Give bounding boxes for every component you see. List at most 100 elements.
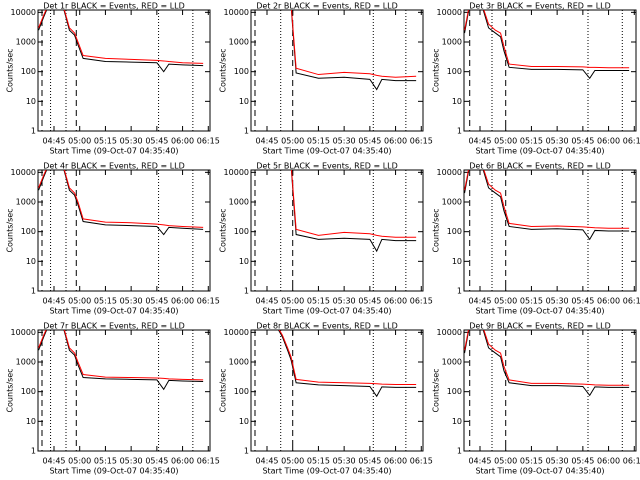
x-tick-label: 05:30	[546, 457, 569, 466]
y-tick-label: 1000	[229, 358, 249, 367]
y-tick-label: 1	[457, 447, 462, 456]
y-tick-label: 10000	[224, 168, 249, 177]
plot-frame	[463, 329, 637, 452]
y-tick-label: 100	[234, 227, 249, 236]
y-axis-label: Counts/sec	[432, 48, 441, 92]
x-tick-label: 05:45	[571, 137, 594, 146]
x-tick-label: 06:00	[384, 457, 407, 466]
plot-frame	[250, 169, 424, 292]
series-line	[38, 330, 204, 391]
x-tick-label: 05:45	[145, 297, 168, 306]
x-tick-label: 06:00	[597, 457, 620, 466]
series-line	[278, 330, 417, 385]
panel: Det 8r BLACK = Events, RED = LLD Start Ti…	[219, 322, 433, 476]
x-tick-label: 05:00	[494, 137, 517, 146]
chart-title: Det 9r BLACK = Events, RED = LLD	[469, 322, 611, 331]
x-tick-label: 06:00	[384, 137, 407, 146]
y-tick-label: 1000	[442, 198, 462, 207]
y-tick-label: 1	[457, 287, 462, 296]
x-tick-label: 05:30	[333, 297, 356, 306]
y-tick-label: 1000	[442, 358, 462, 367]
series-line	[464, 10, 630, 80]
panel: Det 4r BLACK = Events, RED = LLD Start Ti…	[6, 162, 220, 316]
panel: Det 3r BLACK = Events, RED = LLD Start Ti…	[432, 2, 640, 156]
plot-frame	[37, 169, 211, 292]
x-tick-label: 04:45	[255, 137, 278, 146]
y-tick-label: 1	[244, 447, 249, 456]
series-line	[277, 330, 417, 398]
x-tick-label: 05:30	[120, 457, 143, 466]
y-axis-label: Counts/sec	[6, 48, 15, 92]
x-tick-label: 05:45	[145, 457, 168, 466]
x-tick-label: 06:00	[597, 297, 620, 306]
x-tick-label: 05:00	[281, 457, 304, 466]
x-tick-label: 06:15	[623, 297, 640, 306]
x-tick-label: 05:30	[546, 297, 569, 306]
x-tick-label: 06:15	[197, 137, 220, 146]
x-tick-label: 05:15	[520, 297, 543, 306]
x-tick-label: 04:45	[255, 297, 278, 306]
y-tick-label: 1000	[16, 38, 36, 47]
y-tick-label: 10	[26, 257, 36, 266]
x-tick-label: 06:15	[623, 137, 640, 146]
y-tick-label: 10	[452, 97, 462, 106]
x-tick-label: 04:45	[468, 137, 491, 146]
y-tick-label: 1	[31, 447, 36, 456]
x-tick-label: 06:00	[171, 297, 194, 306]
x-tick-label: 04:45	[42, 457, 65, 466]
panel: Det 7r BLACK = Events, RED = LLD Start Ti…	[6, 322, 220, 476]
y-axis-label: Counts/sec	[432, 368, 441, 412]
x-tick-label: 04:45	[468, 457, 491, 466]
x-tick-label: 05:30	[333, 457, 356, 466]
plot-frame	[37, 9, 211, 132]
x-tick-label: 06:15	[410, 137, 433, 146]
y-tick-label: 10	[239, 97, 249, 106]
chart-title: Det 5r BLACK = Events, RED = LLD	[256, 162, 398, 171]
y-tick-label: 1000	[442, 38, 462, 47]
y-axis-label: Counts/sec	[6, 208, 15, 252]
x-axis-label: Start Time (09-Oct-07 04:35:40)	[475, 307, 604, 316]
y-tick-label: 10000	[11, 168, 36, 177]
series-line	[38, 170, 204, 228]
x-tick-label: 05:30	[333, 137, 356, 146]
series-line	[464, 10, 630, 69]
panel: Det 5r BLACK = Events, RED = LLD Start Ti…	[219, 162, 433, 316]
series-line	[464, 330, 630, 386]
plot-frame	[463, 169, 637, 292]
chart-title: Det 4r BLACK = Events, RED = LLD	[43, 162, 185, 171]
x-tick-label: 05:00	[68, 457, 91, 466]
y-tick-label: 100	[234, 387, 249, 396]
x-tick-label: 06:00	[384, 297, 407, 306]
x-tick-label: 05:30	[546, 137, 569, 146]
series-line	[291, 10, 417, 78]
y-tick-label: 1	[244, 127, 249, 136]
y-tick-label: 100	[21, 67, 36, 76]
plot-frame	[463, 9, 637, 132]
y-tick-label: 100	[21, 387, 36, 396]
x-tick-label: 05:00	[281, 137, 304, 146]
y-tick-label: 100	[447, 227, 462, 236]
x-tick-label: 05:30	[120, 297, 143, 306]
x-tick-label: 05:15	[307, 137, 330, 146]
chart-title: Det 6r BLACK = Events, RED = LLD	[469, 162, 611, 171]
x-axis-label: Start Time (09-Oct-07 04:35:40)	[475, 147, 604, 156]
x-tick-label: 06:00	[171, 137, 194, 146]
x-tick-label: 06:00	[597, 137, 620, 146]
y-tick-label: 1	[457, 127, 462, 136]
x-tick-label: 06:15	[410, 457, 433, 466]
x-axis-label: Start Time (09-Oct-07 04:35:40)	[262, 467, 391, 476]
y-tick-label: 1	[31, 127, 36, 136]
y-tick-label: 10	[452, 257, 462, 266]
chart-title: Det 7r BLACK = Events, RED = LLD	[43, 322, 185, 331]
x-tick-label: 05:45	[571, 457, 594, 466]
y-axis-label: Counts/sec	[432, 208, 441, 252]
y-tick-label: 100	[447, 387, 462, 396]
series-line	[464, 170, 630, 229]
chart-title: Det 1r BLACK = Events, RED = LLD	[43, 2, 185, 11]
chart-title: Det 3r BLACK = Events, RED = LLD	[469, 2, 611, 11]
x-tick-label: 05:15	[520, 137, 543, 146]
x-axis-label: Start Time (09-Oct-07 04:35:40)	[262, 147, 391, 156]
x-tick-label: 05:45	[358, 297, 381, 306]
x-tick-label: 05:45	[358, 457, 381, 466]
